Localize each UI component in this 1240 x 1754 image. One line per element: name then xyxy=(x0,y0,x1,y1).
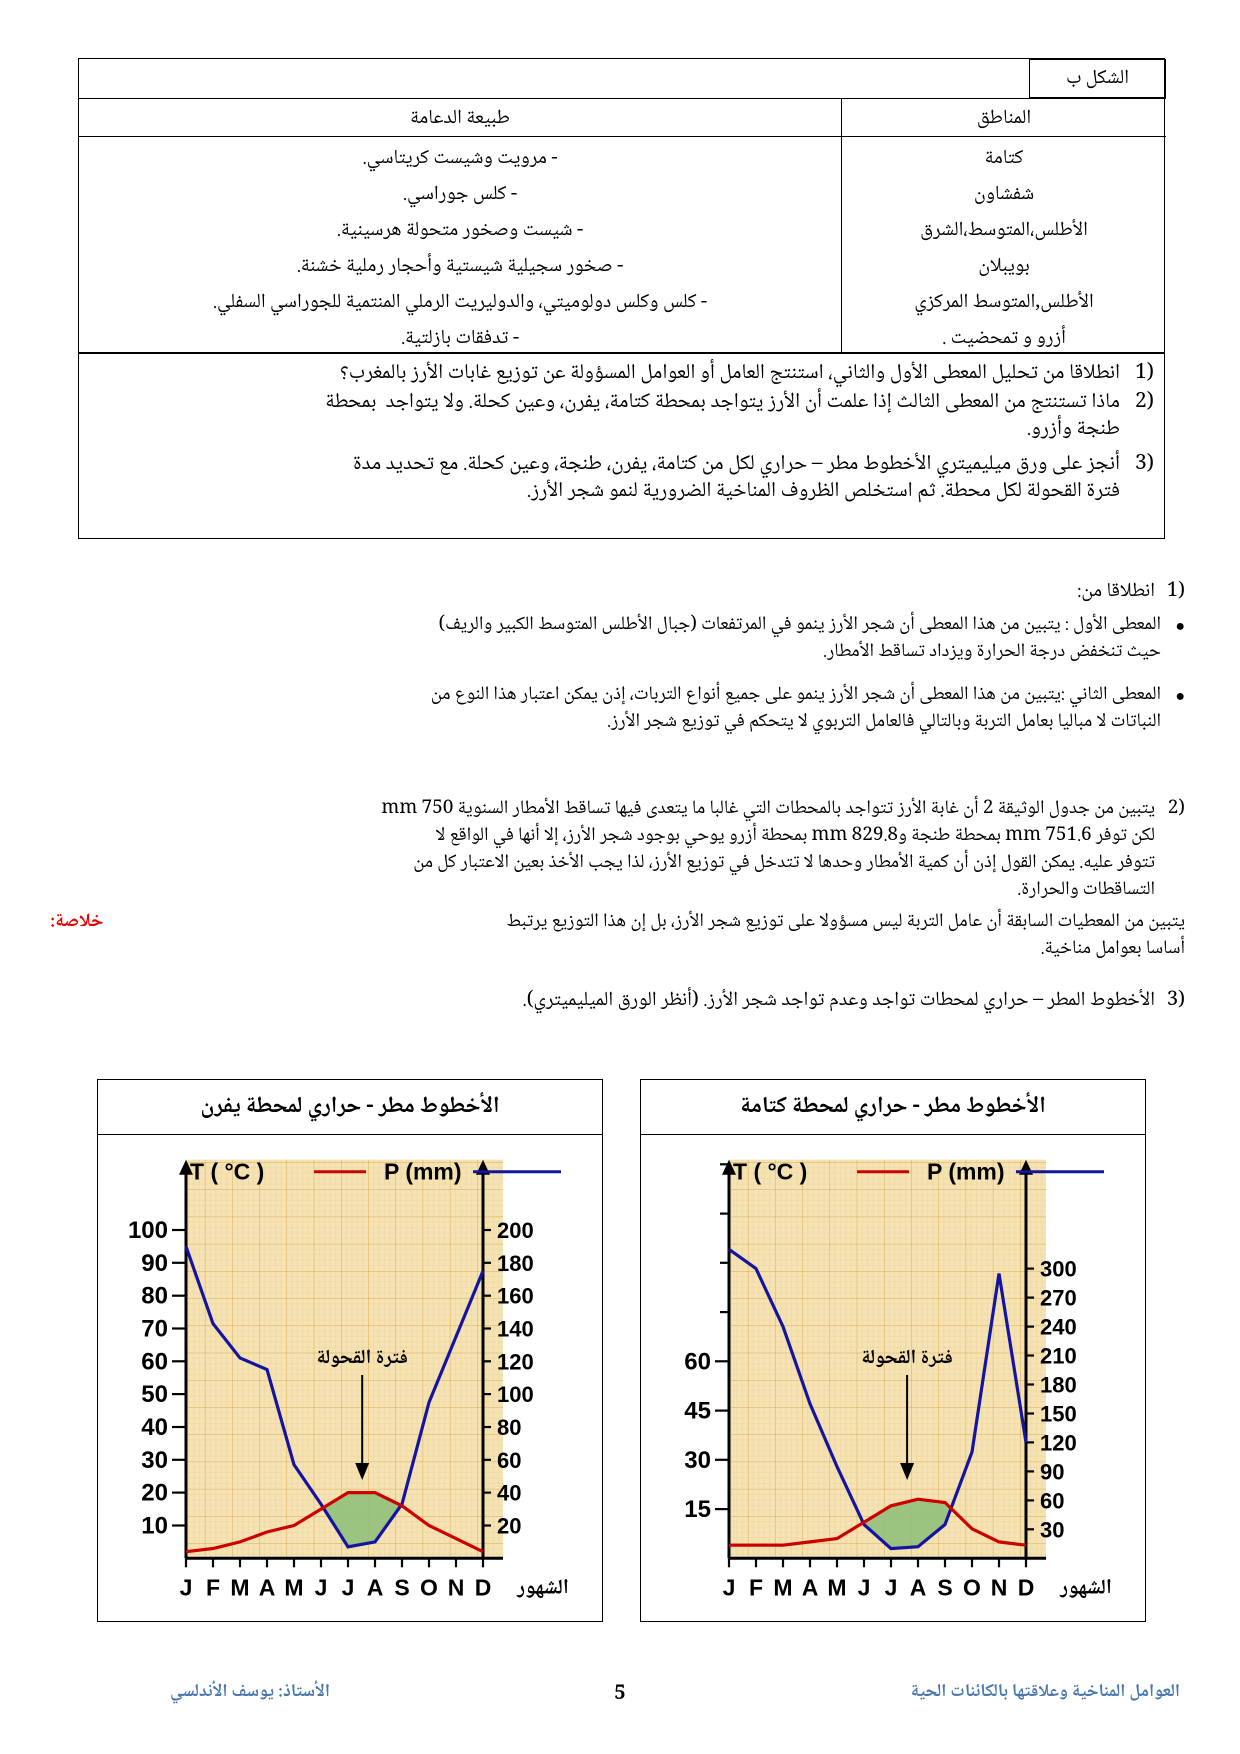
svg-text:M: M xyxy=(284,1574,303,1600)
svg-text:200: 200 xyxy=(497,1218,534,1243)
svg-text:90: 90 xyxy=(141,1250,168,1277)
svg-text:240: 240 xyxy=(1040,1315,1077,1340)
svg-text:10: 10 xyxy=(141,1513,168,1540)
svg-text:D: D xyxy=(475,1574,492,1600)
svg-text:J: J xyxy=(180,1574,193,1600)
svg-text:15: 15 xyxy=(684,1496,711,1523)
svg-text:J: J xyxy=(342,1574,355,1600)
svg-text:120: 120 xyxy=(1040,1430,1077,1455)
svg-text:S: S xyxy=(394,1574,409,1600)
svg-text:30: 30 xyxy=(141,1447,168,1474)
svg-text:180: 180 xyxy=(497,1251,534,1276)
svg-text:O: O xyxy=(963,1574,981,1600)
svg-text:140: 140 xyxy=(497,1317,534,1342)
svg-text:270: 270 xyxy=(1040,1286,1077,1311)
svg-text:20: 20 xyxy=(497,1514,521,1539)
svg-text:90: 90 xyxy=(1040,1459,1064,1484)
svg-text:O: O xyxy=(420,1574,438,1600)
svg-text:70: 70 xyxy=(141,1316,168,1343)
svg-text:100: 100 xyxy=(497,1382,534,1407)
svg-text:30: 30 xyxy=(684,1447,711,1474)
svg-text:الشهور: الشهور xyxy=(1059,1572,1112,1607)
svg-text:M: M xyxy=(827,1574,846,1600)
svg-text:D: D xyxy=(1018,1574,1035,1600)
svg-text:80: 80 xyxy=(141,1283,168,1310)
svg-text:T ( °C ): T ( °C ) xyxy=(190,1159,264,1185)
svg-text:F: F xyxy=(206,1574,220,1600)
svg-text:150: 150 xyxy=(1040,1402,1077,1427)
svg-text:J: J xyxy=(885,1574,898,1600)
svg-text:120: 120 xyxy=(497,1349,534,1374)
svg-text:J: J xyxy=(723,1574,736,1600)
svg-text:40: 40 xyxy=(497,1481,521,1506)
svg-text:فترة القحولة: فترة القحولة xyxy=(861,1342,952,1376)
svg-text:T ( °C ): T ( °C ) xyxy=(733,1159,807,1185)
svg-text:J: J xyxy=(315,1574,328,1600)
svg-text:P (mm): P (mm) xyxy=(927,1159,1005,1185)
svg-text:45: 45 xyxy=(684,1398,711,1425)
svg-text:فترة القحولة: فترة القحولة xyxy=(317,1342,408,1376)
svg-text:F: F xyxy=(749,1574,763,1600)
svg-text:S: S xyxy=(937,1574,952,1600)
svg-text:60: 60 xyxy=(141,1348,168,1375)
svg-text:P (mm): P (mm) xyxy=(384,1159,462,1185)
svg-text:60: 60 xyxy=(497,1448,521,1473)
svg-text:M: M xyxy=(773,1574,792,1600)
svg-text:A: A xyxy=(910,1574,927,1600)
svg-text:210: 210 xyxy=(1040,1344,1077,1369)
svg-text:A: A xyxy=(259,1574,276,1600)
svg-text:180: 180 xyxy=(1040,1373,1077,1398)
svg-text:A: A xyxy=(802,1574,819,1600)
svg-text:J: J xyxy=(858,1574,871,1600)
svg-text:30: 30 xyxy=(1040,1517,1064,1542)
svg-text:50: 50 xyxy=(141,1381,168,1408)
svg-text:160: 160 xyxy=(497,1284,534,1309)
svg-text:60: 60 xyxy=(1040,1488,1064,1513)
svg-text:الشهور: الشهور xyxy=(516,1572,569,1607)
svg-text:80: 80 xyxy=(497,1415,521,1440)
svg-text:40: 40 xyxy=(141,1414,168,1441)
svg-text:N: N xyxy=(448,1574,465,1600)
svg-text:300: 300 xyxy=(1040,1257,1077,1282)
svg-text:20: 20 xyxy=(141,1480,168,1507)
svg-text:60: 60 xyxy=(684,1348,711,1375)
svg-text:N: N xyxy=(991,1574,1008,1600)
svg-text:A: A xyxy=(367,1574,384,1600)
svg-text:M: M xyxy=(230,1574,249,1600)
svg-text:100: 100 xyxy=(128,1217,168,1244)
